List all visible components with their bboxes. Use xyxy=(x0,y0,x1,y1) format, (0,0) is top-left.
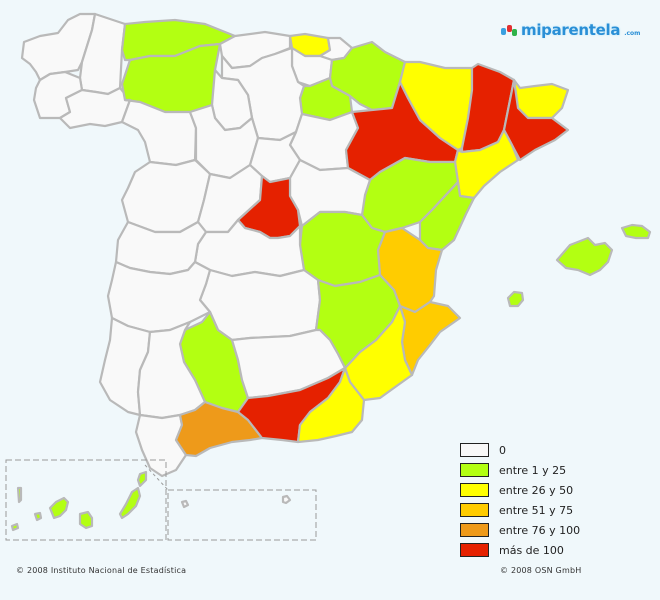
province-baleares-ibiza[interactable] xyxy=(506,290,525,308)
province-castellon[interactable] xyxy=(418,180,476,252)
copyright-ine: © 2008 Instituto Nacional de Estadística xyxy=(16,566,187,575)
province-barcelona[interactable] xyxy=(502,78,570,162)
legend-item-0: 0 xyxy=(460,440,580,460)
logo-tld: .com xyxy=(624,30,641,37)
ceuta-melilla-inset-frame xyxy=(167,489,317,541)
province-ceuta[interactable] xyxy=(180,499,190,509)
legend-label: más de 100 xyxy=(499,543,564,557)
legend-label: entre 51 y 75 xyxy=(499,503,574,517)
legend-item-1-25: entre 1 y 25 xyxy=(460,460,580,480)
province-almeria[interactable] xyxy=(296,366,366,444)
miparentela-logo[interactable]: miparentela .com xyxy=(500,20,640,40)
legend-item-51-75: entre 51 y 75 xyxy=(460,500,580,520)
province-canarias-la-palma[interactable] xyxy=(16,486,23,504)
legend-swatch xyxy=(460,483,489,497)
legend-label: entre 76 y 100 xyxy=(499,523,581,537)
province-baleares-menorca[interactable] xyxy=(620,223,652,240)
copyright-osn: © 2008 OSN GmbH xyxy=(500,566,582,575)
legend-swatch xyxy=(460,503,489,517)
legend-item-26-50: entre 26 y 50 xyxy=(460,480,580,500)
province-badajoz[interactable] xyxy=(106,260,212,334)
province-cadiz[interactable] xyxy=(134,413,188,478)
province-salamanca[interactable] xyxy=(120,158,212,234)
legend-swatch xyxy=(460,463,489,477)
legend-swatch xyxy=(460,443,489,457)
legend-label: entre 1 y 25 xyxy=(499,463,567,477)
province-malaga[interactable] xyxy=(174,400,264,458)
legend-label: 0 xyxy=(499,443,506,457)
canarias-inset-frame xyxy=(5,459,167,541)
logo-text: miparentela xyxy=(521,21,621,39)
province-canarias-lanzarote[interactable] xyxy=(136,470,148,488)
province-canarias-gran-canaria[interactable] xyxy=(78,510,94,530)
province-alicante[interactable] xyxy=(398,300,462,377)
legend-item-76-100: entre 76 y 100 xyxy=(460,520,580,540)
province-canarias-fuerteventura[interactable] xyxy=(118,486,142,520)
legend-item-over-100: más de 100 xyxy=(460,540,580,560)
people-icon xyxy=(500,23,518,37)
map-legend: 0 entre 1 y 25 entre 26 y 50 entre 51 y … xyxy=(460,440,580,560)
province-a-coruna[interactable] xyxy=(20,12,97,82)
province-canarias-tenerife[interactable] xyxy=(48,496,70,520)
province-baleares-mallorca[interactable] xyxy=(555,236,614,277)
legend-swatch xyxy=(460,543,489,557)
legend-label: entre 26 y 50 xyxy=(499,483,574,497)
province-canarias-la-gomera[interactable] xyxy=(33,511,43,522)
province-canarias-el-hierro[interactable] xyxy=(10,522,20,532)
legend-swatch xyxy=(460,523,489,537)
province-melilla[interactable] xyxy=(281,494,292,505)
